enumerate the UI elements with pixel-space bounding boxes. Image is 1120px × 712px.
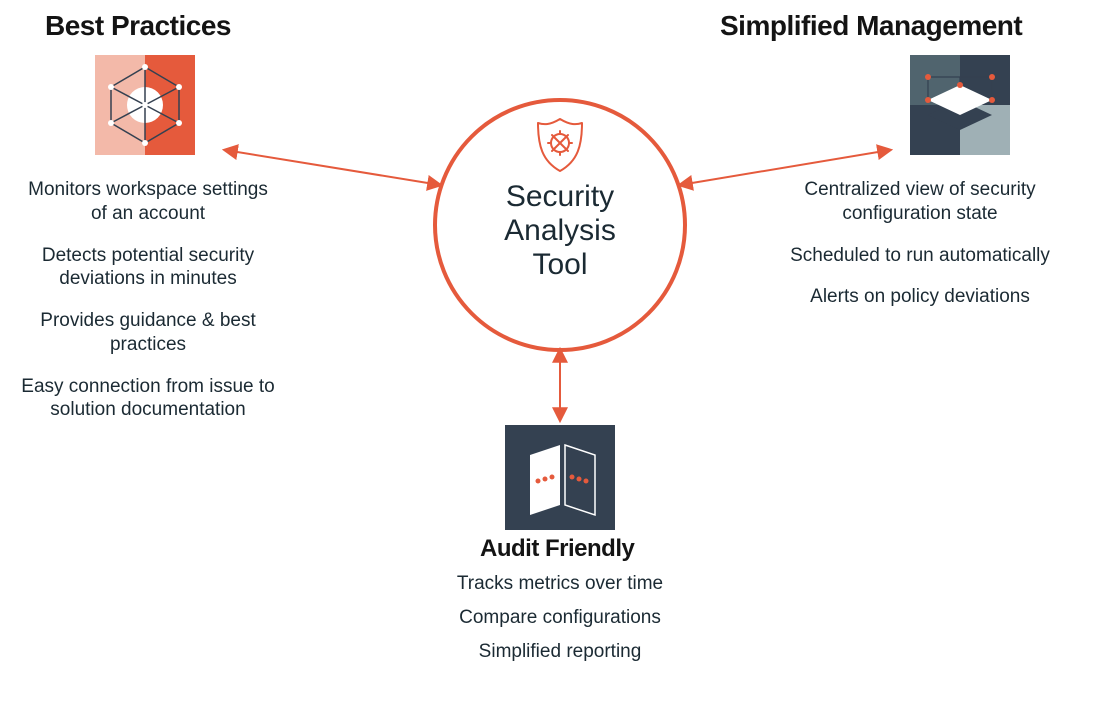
audit-friendly-bullets: Tracks metrics over time Compare configur… bbox=[420, 572, 700, 673]
bullet-item: Detects potential security deviations in… bbox=[18, 244, 278, 292]
bullet-item: Compare configurations bbox=[420, 606, 700, 630]
best-practices-heading: Best Practices bbox=[45, 10, 231, 42]
diagram-canvas: Security Analysis Tool Best Practices Mo… bbox=[0, 0, 1120, 712]
bullet-item: Monitors workspace settings of an accoun… bbox=[18, 178, 278, 226]
simplified-management-bullets: Centralized view of security configurati… bbox=[790, 178, 1050, 327]
shield-icon bbox=[530, 115, 590, 175]
center-title: Security Analysis Tool bbox=[460, 180, 660, 282]
bullet-item: Tracks metrics over time bbox=[420, 572, 700, 596]
bullet-item: Simplified reporting bbox=[420, 640, 700, 664]
bullet-item: Scheduled to run automatically bbox=[790, 244, 1050, 268]
audit-friendly-heading: Audit Friendly bbox=[480, 535, 634, 563]
center-title-line: Analysis bbox=[460, 214, 660, 248]
bullet-item: Easy connection from issue to solution d… bbox=[18, 375, 278, 423]
center-title-line: Tool bbox=[460, 248, 660, 282]
simplified-management-icon bbox=[910, 55, 1010, 155]
best-practices-bullets: Monitors workspace settings of an accoun… bbox=[18, 178, 278, 440]
bullet-item: Provides guidance & best practices bbox=[18, 309, 278, 357]
center-title-line: Security bbox=[460, 180, 660, 214]
bullet-item: Centralized view of security configurati… bbox=[790, 178, 1050, 226]
bullet-item: Alerts on policy deviations bbox=[790, 285, 1050, 309]
audit-friendly-icon bbox=[505, 425, 615, 530]
simplified-management-heading: Simplified Management bbox=[720, 10, 1022, 42]
best-practices-icon bbox=[95, 55, 195, 155]
